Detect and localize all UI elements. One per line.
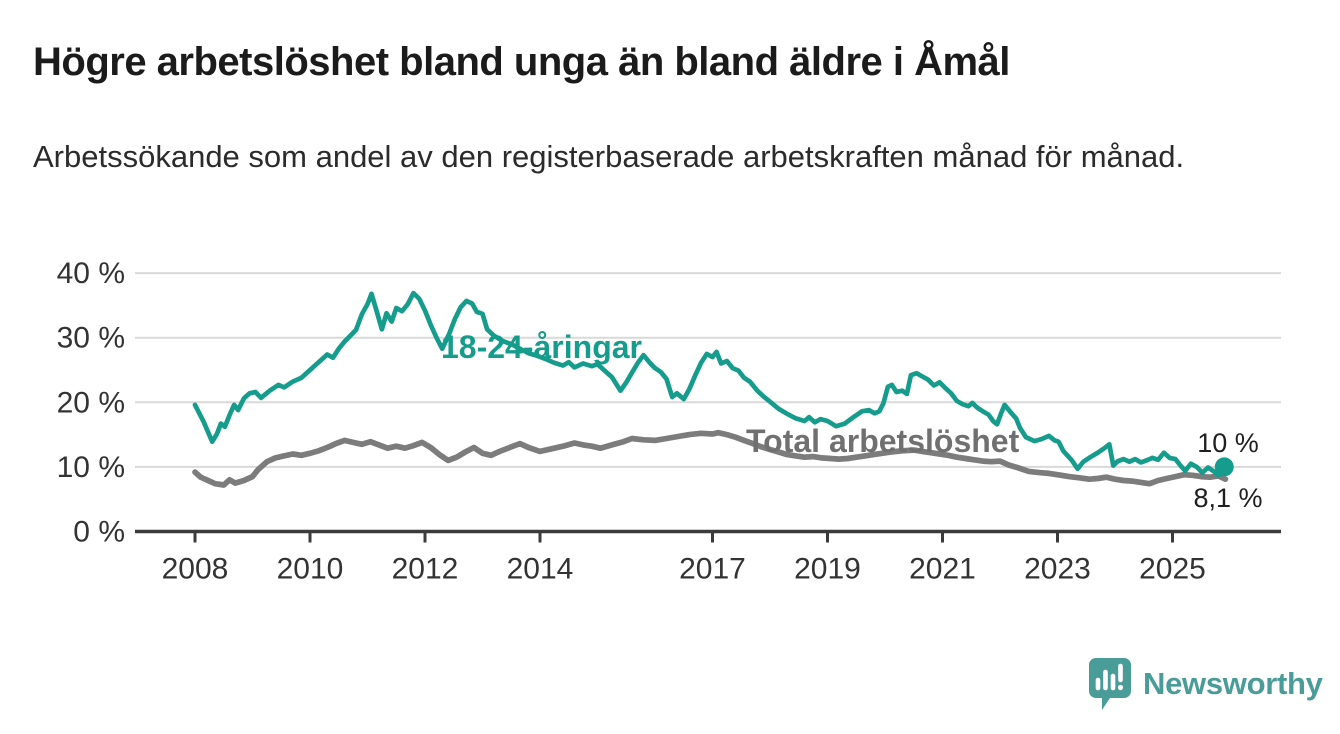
x-axis-tick-label: 2019 [794,553,861,586]
y-axis-tick-label: 0 % [73,516,125,549]
x-axis-tick-label: 2017 [679,553,746,586]
x-axis-tick-label: 2023 [1024,553,1091,586]
y-axis-tick-label: 10 % [57,451,125,484]
x-axis-tick-label: 2008 [162,553,229,586]
series-line-18-24-aringar [192,290,1227,478]
y-axis-tick-label: 40 % [57,257,125,290]
series-label-total-arbetsloshet: Total arbetslöshet [746,423,1020,459]
end-value-label-18-24-aringar: 10 % [1197,428,1259,458]
end-dot-18-24-aringar [1214,457,1234,477]
newsworthy-logo-icon [1089,658,1131,710]
x-axis-tick-label: 2021 [909,553,976,586]
y-axis-tick-label: 30 % [57,322,125,355]
newsworthy-logo-text: Newsworthy [1143,666,1323,701]
x-axis-tick-label: 2014 [507,553,574,586]
newsworthy-logo: Newsworthy [1087,656,1323,712]
series-line-total-arbetsloshet [192,429,1229,488]
series-label-18-24-aringar: 18-24-åringar [441,329,642,365]
chart-subtitle: Arbetssökande som andel av den registerb… [33,139,1185,174]
x-axis-tick-label: 2025 [1139,553,1206,586]
y-axis-tick-label: 20 % [57,386,125,419]
page-title: Högre arbetslöshet bland unga än bland ä… [33,40,1010,84]
x-axis-tick-label: 2012 [392,553,459,586]
end-value-label-total-arbetsloshet: 8,1 % [1193,483,1262,513]
x-axis-tick-label: 2010 [277,553,344,586]
